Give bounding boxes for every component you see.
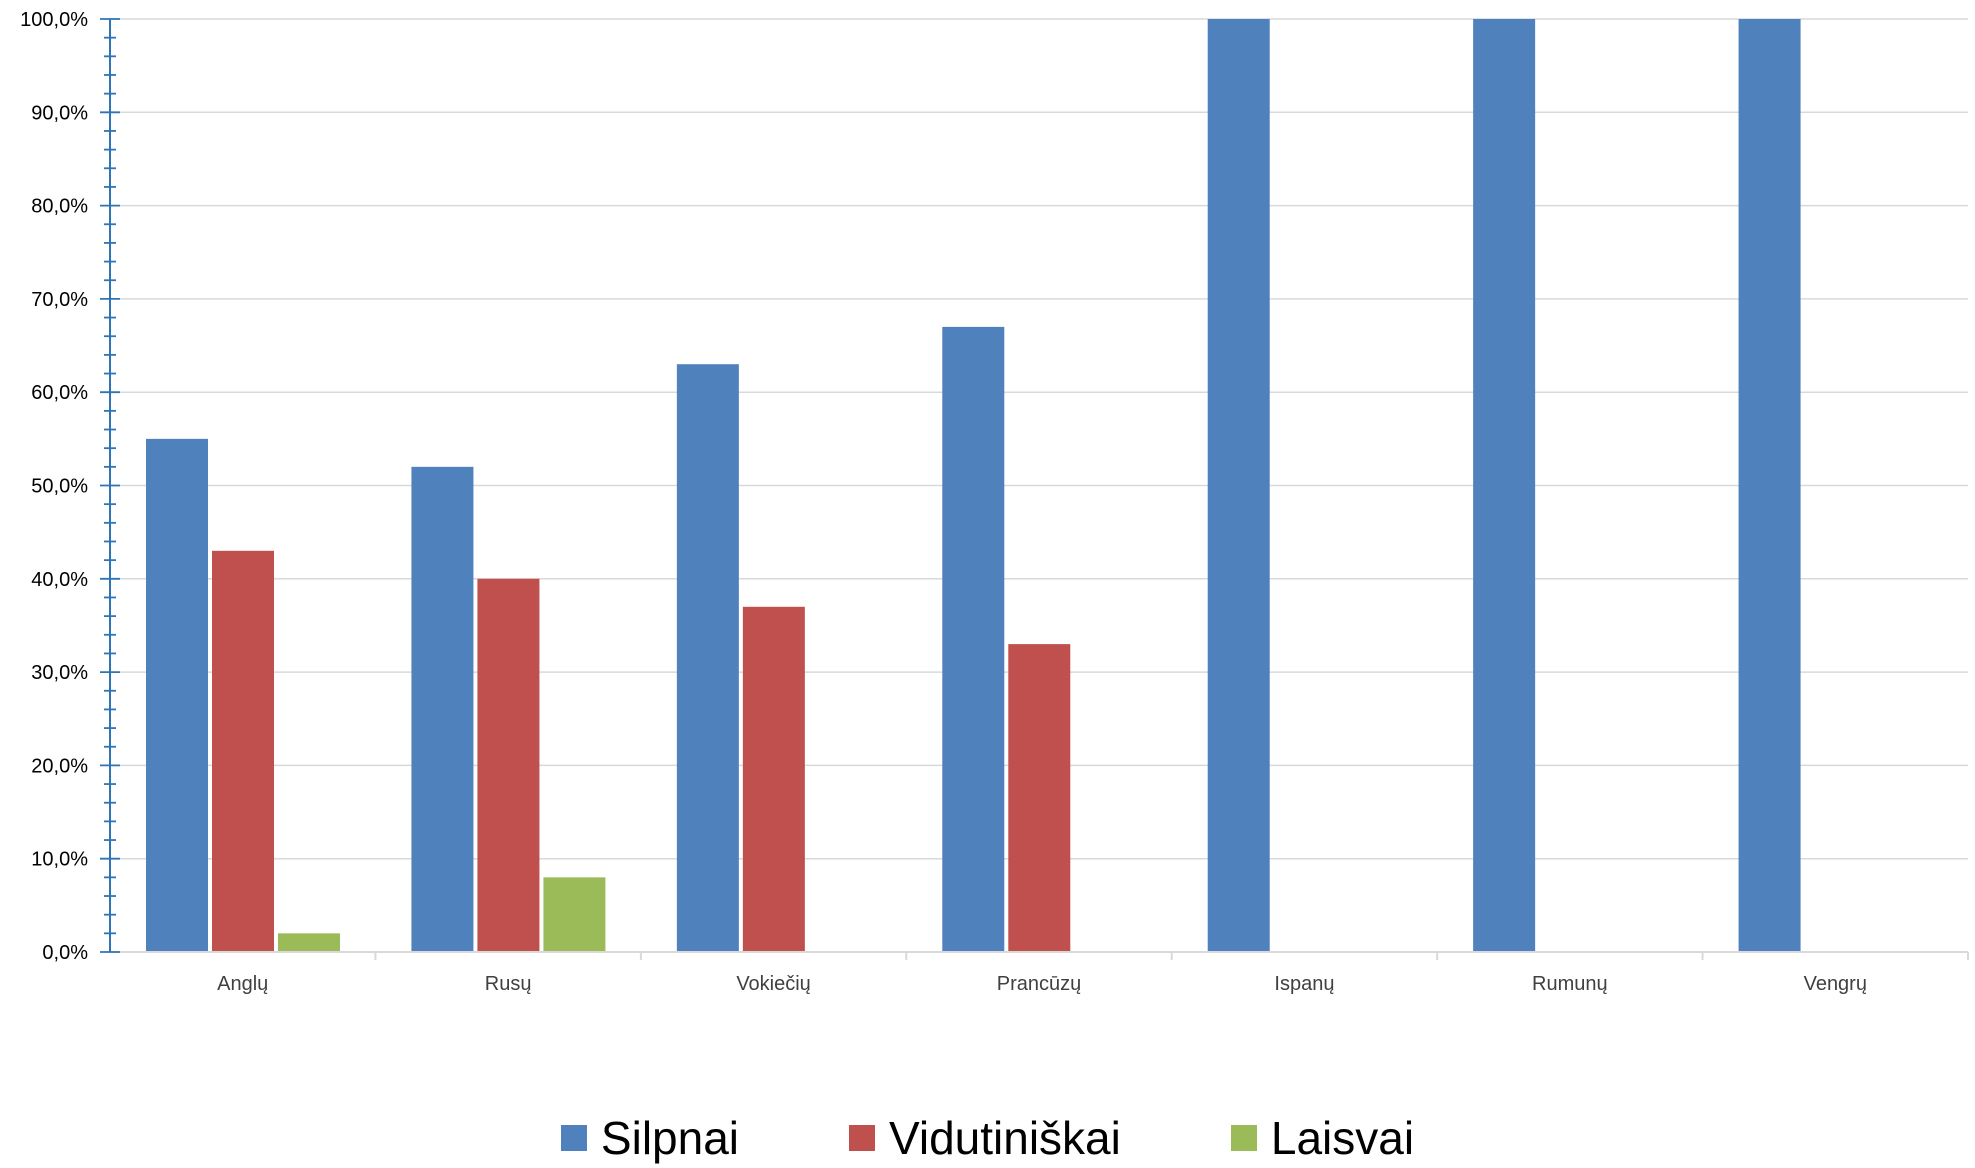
bar: [1008, 644, 1071, 952]
axis-labels: 0,0% 10,0% 20,0% 30,0% 40,0% 50,0% 60,0% 70,0% 8…: [20, 9, 1867, 995]
x-tick-label: Vokiečių: [736, 973, 811, 995]
legend-label: Laisvai: [1270, 1112, 1415, 1164]
bar: [676, 364, 739, 953]
bar: [411, 466, 474, 952]
y-tick-label: 10,0%: [31, 849, 88, 871]
bar: [942, 326, 1005, 952]
y-tick-label: 70,0%: [31, 289, 88, 311]
legend: Silpnai Vidutiniškai Laisvai: [0, 1108, 1975, 1168]
legend-swatch-silpnai: [560, 1125, 587, 1151]
y-tick-label: 60,0%: [31, 382, 88, 404]
bar-chart: 0,0% 10,0% 20,0% 30,0% 40,0% 50,0% 60,0% 70,0% 8…: [20, 9, 1969, 995]
y-tick-label: 20,0%: [31, 755, 88, 777]
y-tick-label: 50,0%: [31, 476, 88, 498]
bar: [1738, 19, 1801, 952]
legend-swatch-laisvai: [1230, 1125, 1257, 1151]
legend-label: Vidutiniškai: [889, 1112, 1121, 1164]
bar: [146, 438, 208, 953]
bar: [543, 877, 606, 952]
y-tick-label: 90,0%: [31, 102, 88, 124]
x-tick-label: Vengrų: [1804, 973, 1867, 995]
legend-swatch-vidutiniskai: [849, 1125, 876, 1151]
bar: [742, 606, 805, 952]
x-tick-label: Anglų: [217, 973, 268, 995]
bar: [1473, 19, 1536, 952]
y-tick-label: 0,0%: [42, 942, 88, 964]
y-tick-label: 80,0%: [31, 196, 88, 218]
x-tick-label: Prancūzų: [997, 973, 1082, 995]
axes: [100, 18, 1969, 960]
legend-label: Silpnai: [600, 1112, 740, 1164]
x-tick-label: Ispanų: [1274, 973, 1334, 995]
legend-item-vidutiniskai: Vidutiniškai: [849, 1115, 1121, 1161]
y-tick-label: 40,0%: [31, 569, 88, 591]
legend-item-silpnai: Silpnai: [560, 1112, 740, 1164]
x-tick-label: Rusų: [485, 973, 532, 995]
y-tick-label: 30,0%: [31, 662, 88, 684]
y-tick-label: 100,0%: [20, 9, 88, 31]
bar: [278, 933, 340, 952]
bars: [146, 19, 1801, 953]
legend-item-laisvai: Laisvai: [1230, 1112, 1415, 1164]
x-tick-label: Rumunų: [1532, 973, 1608, 995]
bar: [477, 578, 540, 952]
bar: [212, 550, 274, 952]
bar: [1207, 19, 1270, 952]
